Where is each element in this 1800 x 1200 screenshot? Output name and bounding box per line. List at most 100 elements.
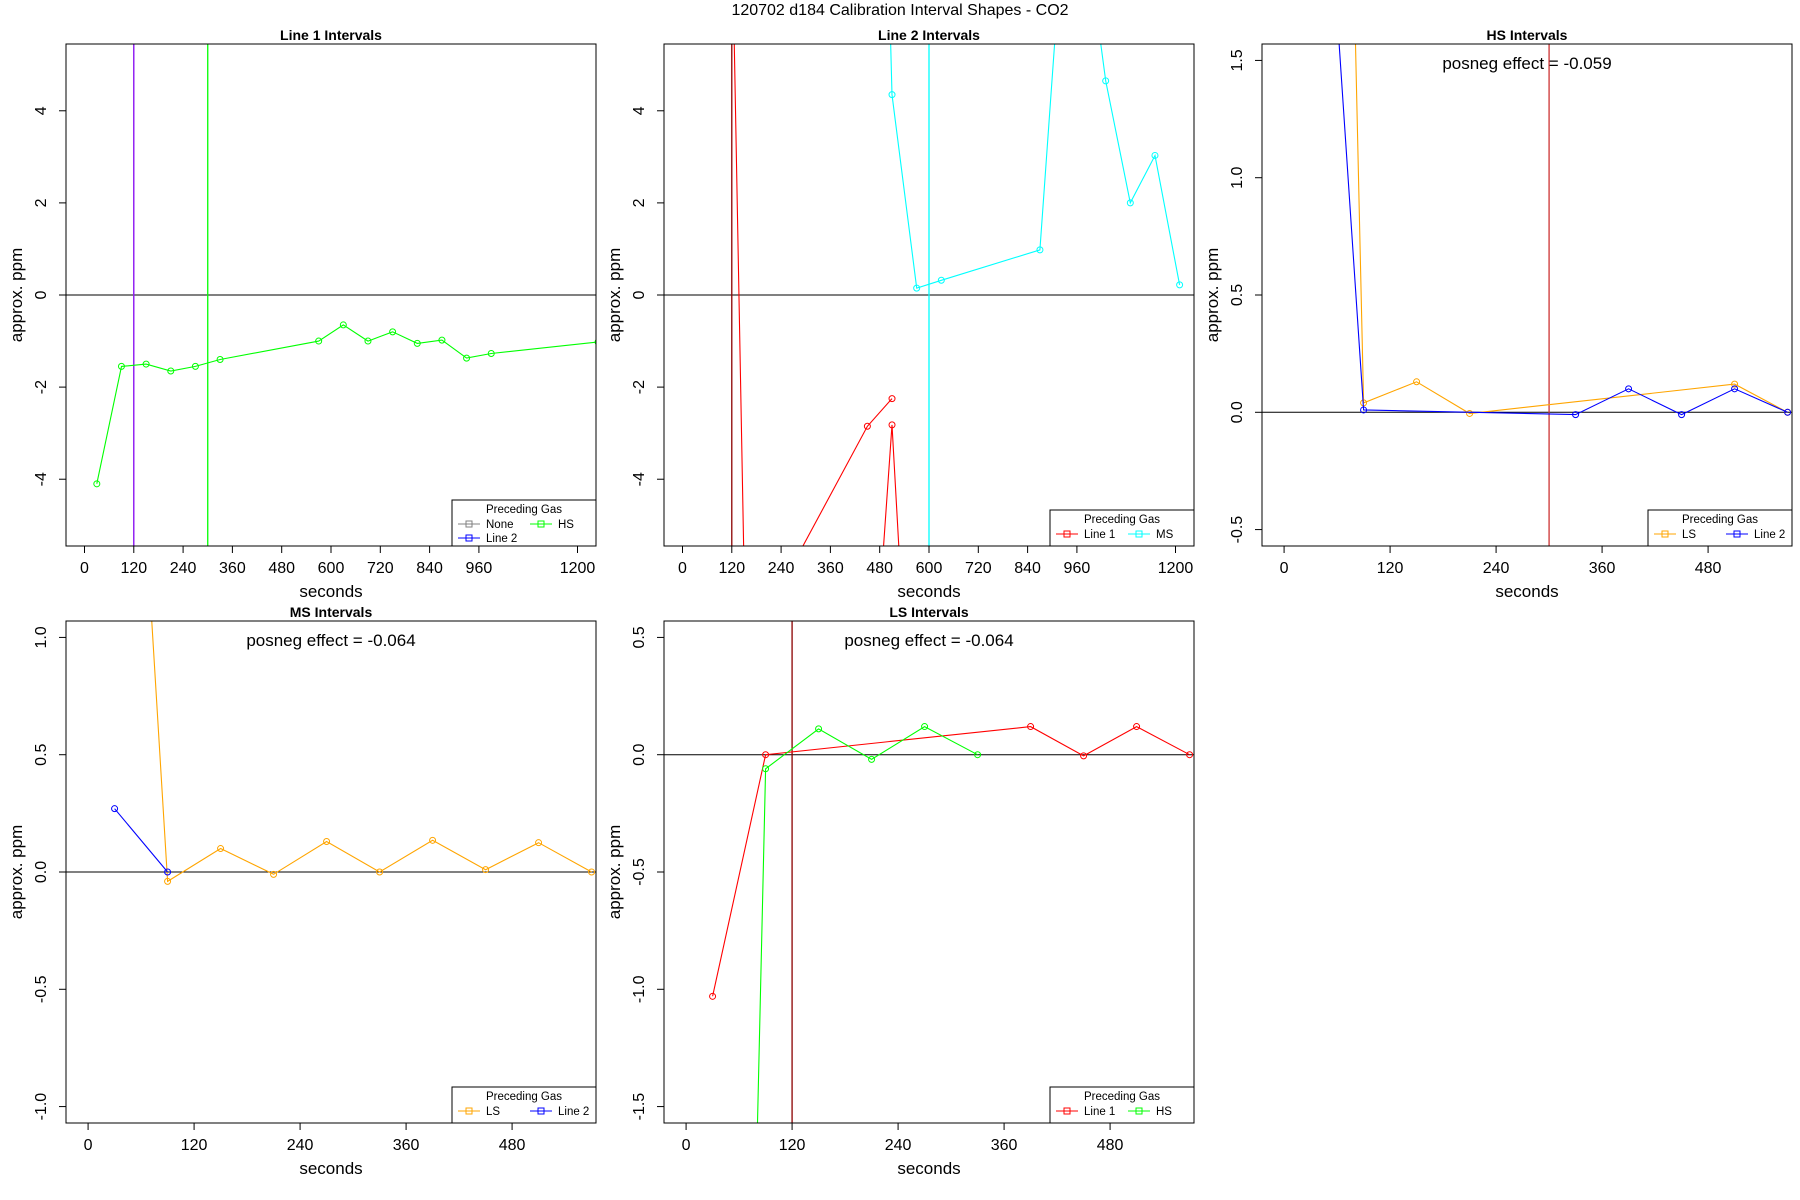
y-tick-label: 2	[631, 198, 648, 207]
legend-box	[1647, 509, 1793, 547]
legend-entry-label: HS	[1156, 1106, 1172, 1118]
data-point	[1080, 752, 1088, 760]
x-tick-label: 360	[393, 1137, 420, 1154]
data-point	[754, 1150, 760, 1156]
x-tick-label: 240	[885, 1137, 912, 1154]
data-point	[897, 568, 903, 574]
data-point	[429, 836, 437, 844]
plot-area	[66, 44, 596, 546]
data-point	[1102, 77, 1110, 85]
legend-entry-label: Line 2	[1754, 529, 1785, 541]
data-point	[1466, 409, 1474, 417]
data-point	[921, 723, 929, 731]
y-tick-label: -4	[33, 472, 50, 486]
y-axis-label: approx. ppm	[7, 248, 26, 343]
x-axis-label: seconds	[897, 1159, 960, 1178]
y-tick-label: 0.5	[1229, 284, 1246, 306]
plot-area	[664, 621, 1194, 1156]
chart-panel-4: MS Intervals seconds approx. ppm 0 120 240 360…	[7, 588, 597, 1178]
plot-frame	[663, 43, 1195, 547]
data-point	[413, 339, 421, 347]
y-tick-label: 2	[33, 198, 50, 207]
panel-title: Line 1 Intervals	[280, 27, 382, 43]
y-tick-label: -2	[33, 380, 50, 394]
x-tick-label: 720	[965, 560, 992, 577]
chart-panel-5: LS Intervals seconds approx. ppm 0 120 240 360…	[605, 604, 1195, 1178]
y-tick-label: 0.0	[631, 743, 648, 765]
data-point	[315, 337, 323, 345]
series-line	[1338, 44, 1788, 416]
legend-title: Preceding Gas	[1682, 514, 1758, 526]
y-tick-label: -1.5	[631, 1093, 648, 1121]
data-point	[164, 877, 172, 885]
legend-title: Preceding Gas	[1084, 514, 1160, 526]
legend-swatch-marker	[537, 1107, 545, 1115]
data-point	[270, 870, 278, 878]
data-point	[217, 845, 225, 853]
legend-swatch-marker	[465, 520, 473, 528]
y-axis-label: approx. ppm	[7, 825, 26, 920]
x-tick-label: 120	[1377, 560, 1404, 577]
data-point	[1731, 380, 1739, 388]
x-tick-label: 960	[466, 560, 493, 577]
x-tick-label: 480	[499, 1137, 526, 1154]
x-tick-label: 360	[991, 1137, 1018, 1154]
data-point	[709, 992, 717, 1000]
data-point	[323, 838, 331, 846]
data-point	[974, 751, 982, 759]
legend-entry-label: MS	[1156, 529, 1174, 541]
legend-box	[451, 1086, 597, 1124]
legend-entry-label: LS	[486, 1106, 500, 1118]
legend-swatch-marker	[1135, 530, 1143, 538]
legend-entry-label: Line 1	[1084, 1106, 1115, 1118]
legend-title: Preceding Gas	[486, 504, 562, 516]
data-point	[1352, 11, 1358, 17]
x-tick-label: 360	[219, 560, 246, 577]
data-point	[216, 355, 224, 363]
series-line	[890, 44, 1181, 289]
data-point	[147, 588, 153, 594]
x-tick-label: 0	[84, 1137, 93, 1154]
data-point	[1334, 11, 1340, 17]
data-point	[863, 422, 871, 430]
x-tick-label: 120	[120, 560, 147, 577]
plot-frame	[1261, 43, 1793, 547]
x-tick-label: 240	[768, 560, 795, 577]
series-line	[1354, 44, 1788, 415]
data-point	[1151, 151, 1159, 159]
y-tick-label: -0.5	[33, 975, 50, 1003]
plot-area	[66, 588, 596, 885]
legend-swatch-marker	[465, 1107, 473, 1115]
data-point	[937, 276, 945, 284]
chart-panel-3: HS Intervals seconds approx. ppm 0 120 240 360…	[1203, 11, 1793, 601]
plot-area	[664, 16, 1194, 574]
legend-swatch-marker	[1733, 530, 1741, 538]
x-tick-label: 360	[1589, 560, 1616, 577]
x-tick-label: 0	[678, 560, 687, 577]
data-point	[1027, 723, 1035, 731]
x-tick-label: 240	[287, 1137, 314, 1154]
data-point	[727, 16, 733, 22]
data-point	[1176, 281, 1184, 289]
x-tick-label: 720	[367, 560, 394, 577]
data-point	[535, 839, 543, 847]
data-point	[887, 16, 893, 22]
x-tick-label: 600	[318, 560, 345, 577]
x-tick-label: 480	[1097, 1137, 1124, 1154]
legend-swatch-marker	[1063, 1107, 1071, 1115]
x-tick-label: 1200	[1158, 560, 1194, 577]
data-point	[1036, 246, 1044, 254]
y-tick-label: -4	[631, 472, 648, 486]
series-line	[96, 324, 596, 484]
x-axis-label: seconds	[299, 1159, 362, 1178]
plot-frame	[65, 43, 597, 547]
series-line	[733, 44, 893, 546]
data-point	[1186, 751, 1194, 759]
data-point	[339, 321, 347, 329]
legend: Preceding Gas LS Line 2	[451, 1086, 597, 1124]
data-point	[117, 362, 125, 370]
y-tick-label: 0.0	[1229, 401, 1246, 423]
data-point	[111, 805, 119, 813]
